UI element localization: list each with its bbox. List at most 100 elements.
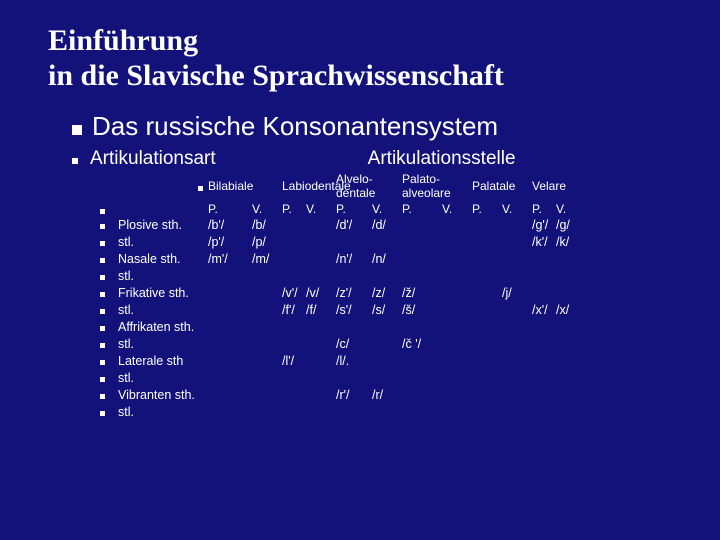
- cell: /d'/: [336, 218, 372, 232]
- table-row: stl.: [100, 267, 672, 284]
- table-row: Nasale sth./m'//m//n'//n/: [100, 250, 672, 267]
- cell: /k/: [556, 235, 580, 249]
- cell: /j/: [502, 286, 532, 300]
- bullet-icon: [100, 224, 105, 229]
- heading: Das russische Konsonantensystem: [92, 111, 498, 142]
- col-palatoalveolare: Palato-alveolare: [402, 172, 472, 200]
- slide-title: Einführung in die Slavische Sprachwissen…: [48, 24, 672, 93]
- pv-v: V.: [556, 202, 580, 216]
- col-palatale: Palatale: [472, 179, 532, 193]
- table-row: Plosive sth./b'//b/ /d'//d/ /g'//g/: [100, 216, 672, 233]
- pv-v: V.: [252, 202, 282, 216]
- subheading-row: Artikulationsart Artikulationsstelle: [72, 148, 672, 170]
- articulation-label: stl.: [118, 235, 208, 249]
- articulation-label: stl.: [118, 269, 208, 283]
- articulation-label: Laterale sth: [118, 354, 208, 368]
- pv-p: P.: [472, 202, 502, 216]
- title-line1: Einführung: [48, 24, 198, 57]
- cell: /m'/: [208, 252, 252, 266]
- articulation-label: stl.: [118, 303, 208, 317]
- table-row: Affrikaten sth.: [100, 318, 672, 335]
- pv-p: P.: [336, 202, 372, 216]
- pv-v: V.: [306, 202, 336, 216]
- articulation-label: Vibranten sth.: [118, 388, 208, 402]
- col-velare: Velare: [532, 179, 580, 193]
- articulation-label: stl.: [118, 337, 208, 351]
- table-row: stl.: [100, 403, 672, 420]
- cell: /c/: [336, 337, 372, 351]
- cell: /g/: [556, 218, 580, 232]
- cell: /s'/: [336, 303, 372, 317]
- cell: /č '/: [402, 337, 442, 351]
- cell: /x'/: [532, 303, 556, 317]
- cell: /b'/: [208, 218, 252, 232]
- articulation-label: stl.: [118, 405, 208, 419]
- cell: /r'/: [336, 388, 372, 402]
- bullet-icon: [100, 411, 105, 416]
- cell: /ž/: [402, 286, 442, 300]
- cell: /z/: [372, 286, 402, 300]
- bullet-icon: [100, 275, 105, 280]
- bullet-icon: [100, 343, 105, 348]
- pv-p: P.: [208, 202, 252, 216]
- cell: /b/: [252, 218, 282, 232]
- col-labiodentale: Labiodentale: [282, 179, 336, 193]
- table-row: stl. /c/ /č '/: [100, 335, 672, 352]
- bullet-icon: [100, 241, 105, 246]
- cell: /l'/: [282, 354, 306, 368]
- bullet-icon: [100, 377, 105, 382]
- col-alveodentale: Alvelo-dentale: [336, 172, 402, 200]
- bullet-icon: [72, 125, 82, 135]
- pv-v: V.: [442, 202, 472, 216]
- pv-p: P.: [402, 202, 442, 216]
- bullet-icon: [100, 209, 105, 214]
- cell: /v/: [306, 286, 336, 300]
- artikulationsart-label: Artikulationsart: [90, 148, 216, 170]
- cell: /n/: [372, 252, 402, 266]
- pv-p: P.: [282, 202, 306, 216]
- cell: /s/: [372, 303, 402, 317]
- bullet-icon: [100, 309, 105, 314]
- cell: /x/: [556, 303, 580, 317]
- cell: /d/: [372, 218, 402, 232]
- table-row: stl.: [100, 369, 672, 386]
- table-row: stl./p'//p//k'//k/: [100, 233, 672, 250]
- cell: /m/: [252, 252, 282, 266]
- bullet-icon: [100, 394, 105, 399]
- consonant-table: Bilabiale Labiodentale Alvelo-dentale Pa…: [100, 172, 672, 420]
- pv-v: V.: [372, 202, 402, 216]
- pv-p: P.: [532, 202, 556, 216]
- cell: /p'/: [208, 235, 252, 249]
- cell: /v'/: [282, 286, 306, 300]
- bullet-icon: [72, 158, 78, 164]
- articulation-label: stl.: [118, 371, 208, 385]
- cell: /p/: [252, 235, 282, 249]
- pv-v: V.: [502, 202, 532, 216]
- bullet-icon: [100, 360, 105, 365]
- cell: /f'/: [282, 303, 306, 317]
- cell: /n'/: [336, 252, 372, 266]
- cell: /š/: [402, 303, 442, 317]
- cell: /r/: [372, 388, 402, 402]
- table-subheader: P. V. P. V. P. V. P. V. P. V. P. V.: [100, 202, 672, 216]
- heading-row: Das russische Konsonantensystem: [72, 111, 672, 142]
- articulation-label: Frikative sth.: [118, 286, 208, 300]
- cell: /l/.: [336, 354, 372, 368]
- bullet-icon: [100, 258, 105, 263]
- articulation-label: Affrikaten sth.: [118, 320, 208, 334]
- bullet-icon: [100, 326, 105, 331]
- cell: /g'/: [532, 218, 556, 232]
- table-row: Vibranten sth. /r'//r/: [100, 386, 672, 403]
- cell: /f/: [306, 303, 336, 317]
- bullet-icon: [198, 186, 203, 191]
- artikulationsstelle-label: Artikulationsstelle: [368, 148, 516, 170]
- col-bilabiale: Bilabiale: [208, 179, 282, 193]
- table-header: Bilabiale Labiodentale Alvelo-dentale Pa…: [100, 172, 672, 200]
- table-row: Frikative sth. /v'//v//z'//z//ž/ /j/: [100, 284, 672, 301]
- articulation-label: Plosive sth.: [118, 218, 208, 232]
- table-row: Laterale sth/l'/ /l/.: [100, 352, 672, 369]
- title-line2: in die Slavische Sprachwissenschaft: [48, 59, 504, 92]
- bullet-icon: [100, 292, 105, 297]
- table-row: stl. /f'//f//s'//s//š/ /x'//x/: [100, 301, 672, 318]
- cell: /z'/: [336, 286, 372, 300]
